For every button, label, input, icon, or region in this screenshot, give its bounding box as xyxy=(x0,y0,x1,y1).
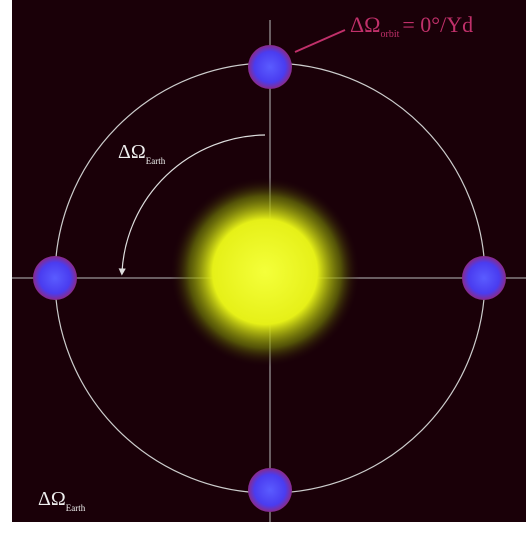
arc-label: ΔΩEarth xyxy=(118,141,166,166)
subscript: Earth xyxy=(146,156,166,166)
earth-left xyxy=(33,256,77,300)
precession-arc xyxy=(118,134,266,276)
symbol: ΔΩ xyxy=(118,141,146,163)
symbol: ΔΩ xyxy=(38,488,66,510)
subscript: orbit xyxy=(381,29,400,40)
rate: = 0°/Yd xyxy=(402,12,473,37)
orbit-label: ΔΩorbit = 0°/Yd xyxy=(350,12,473,40)
earth-bottom xyxy=(248,468,292,512)
bottom-label: ΔΩEarth xyxy=(38,488,86,513)
earth-right xyxy=(462,256,506,300)
earth-top xyxy=(248,45,292,89)
subscript: Earth xyxy=(66,503,86,513)
pointer xyxy=(294,29,346,53)
sun xyxy=(170,177,360,367)
symbol: ΔΩ xyxy=(350,12,381,37)
